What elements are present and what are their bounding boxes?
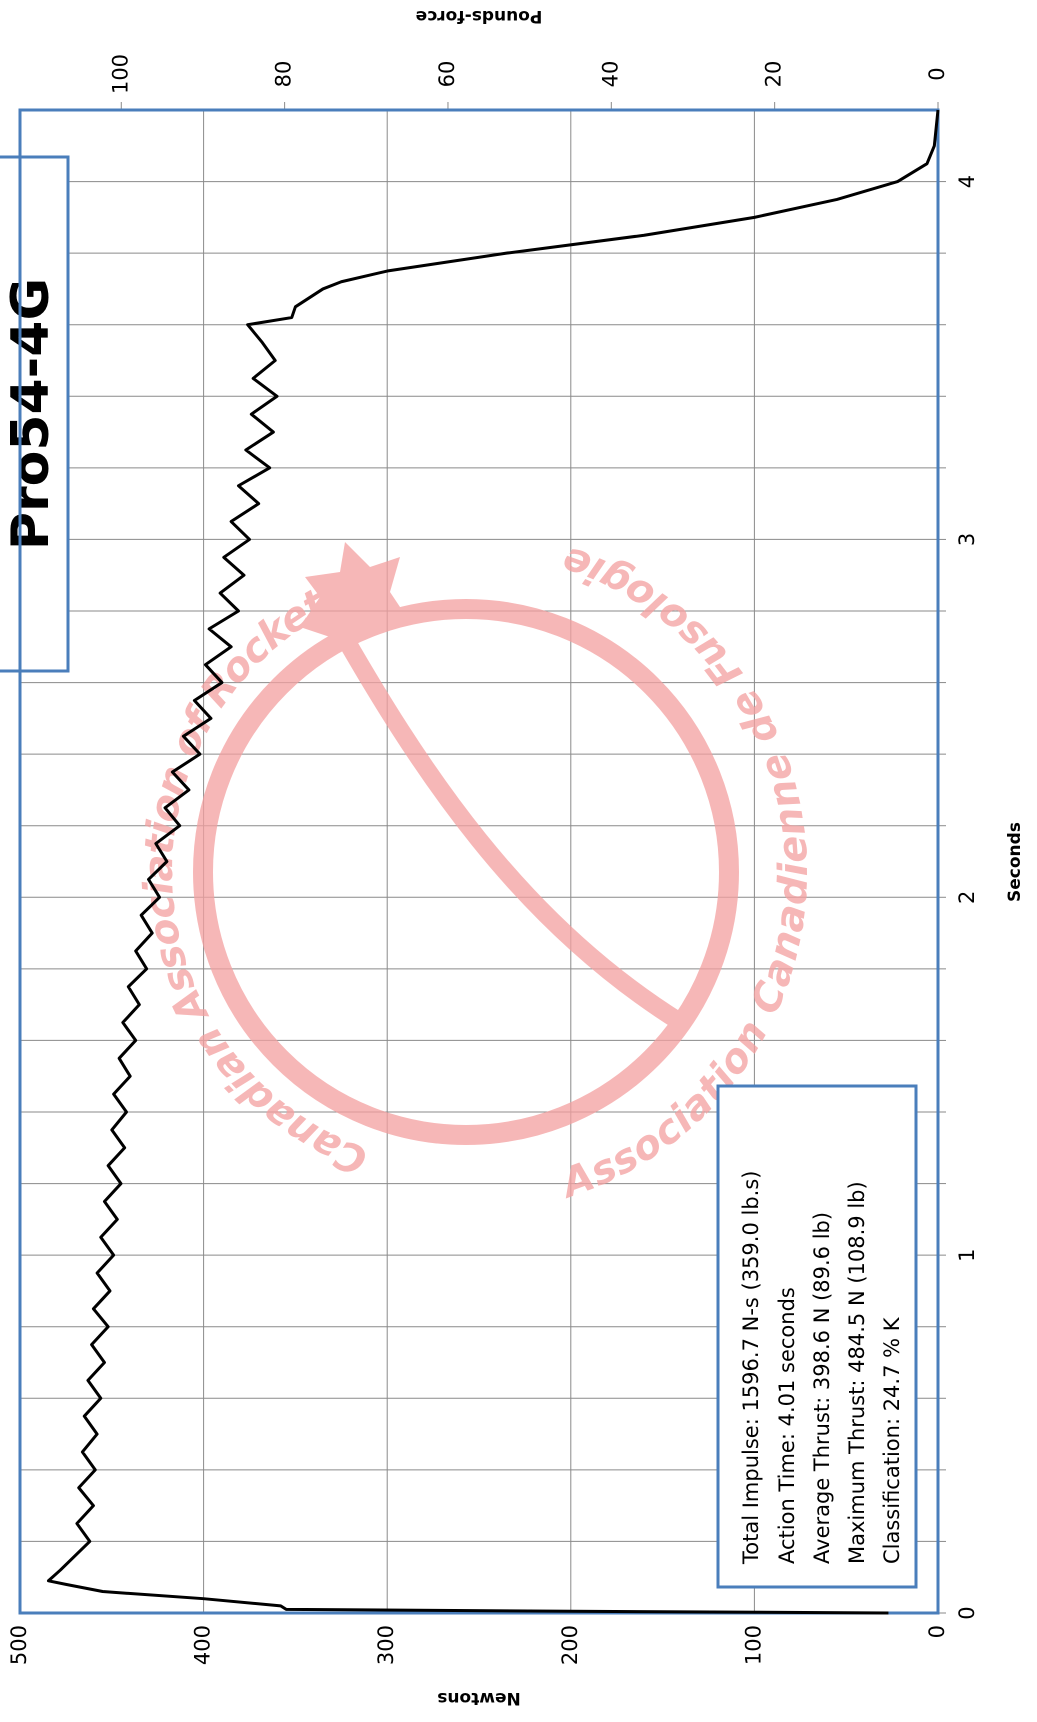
y-tick-label: 200 [558, 1625, 582, 1665]
plot-frame [18, 108, 940, 1615]
y2-tick-label: 0 [925, 67, 949, 80]
info-line: Maximum Thrust: 484.5 N (108.9 lb) [845, 1181, 869, 1564]
info-line: Total Impulse: 1596.7 N-s (359.0 lb.s) [739, 1171, 763, 1565]
thrust-line [46, 109, 940, 1615]
x-tick-label: 2 [955, 891, 979, 904]
y2-axis-label: Pounds-force [416, 6, 543, 26]
x-tick-label: 4 [955, 175, 979, 188]
watermark-text: Canadian Association of Rocketry [136, 560, 375, 1184]
rotated-chart: Canadian Association of Rocketry Associa… [0, 6, 1025, 1708]
y2-tick-label: 100 [108, 54, 132, 94]
watermark-rocket [322, 607, 685, 1030]
x-tick-label: 1 [955, 1248, 979, 1261]
x-tick-label: 0 [955, 1606, 979, 1619]
grid [19, 110, 946, 1614]
info-line: Action Time: 4.01 seconds [775, 1287, 799, 1564]
y-axis-label: Newtons [437, 1688, 521, 1708]
watermark-text-top: Canadian Association of Rocketry [136, 560, 375, 1184]
info-box [716, 1084, 918, 1589]
watermark: Canadian Association of Rocketry Associa… [136, 537, 817, 1208]
y2-tick-label: 80 [272, 61, 296, 88]
y-tick-label: 0 [925, 1625, 949, 1638]
watermark-ring [193, 599, 739, 1145]
info-line: Classification: 24.7 % K [880, 1316, 904, 1564]
y-tick-label: 400 [191, 1625, 215, 1665]
y2-tick-label: 40 [598, 61, 622, 88]
title-box [0, 155, 70, 673]
chart-title: Pro54-4G [1, 278, 61, 550]
y-tick-label: 100 [741, 1625, 765, 1665]
y2-tick-label: 60 [435, 61, 459, 88]
y-tick-label: 500 [7, 1625, 31, 1665]
y-tick-label: 300 [374, 1625, 398, 1665]
watermark-leaf [300, 542, 410, 642]
x-axis-label: Seconds [1005, 822, 1025, 902]
x-tick-label: 3 [955, 533, 979, 546]
info-line: Average Thrust: 398.6 N (89.6 lb) [810, 1212, 834, 1564]
y2-tick-label: 20 [762, 61, 786, 88]
